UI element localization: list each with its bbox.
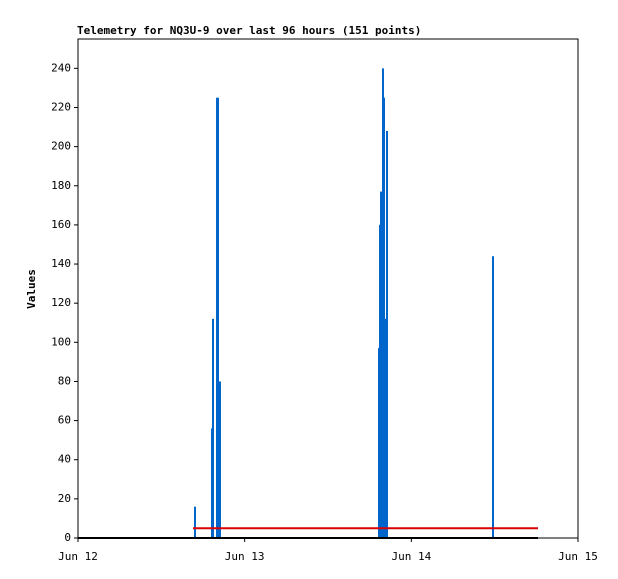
x-tick-label: Jun 15	[558, 550, 598, 563]
y-tick-label: 180	[51, 179, 71, 192]
y-tick-label: 220	[51, 100, 71, 113]
y-tick-label: 40	[58, 453, 71, 466]
y-tick-label: 0	[64, 531, 71, 544]
y-tick-label: 140	[51, 257, 71, 270]
x-tick-label: Jun 12	[58, 550, 98, 563]
plot-frame	[77, 38, 579, 539]
y-tick-label: 100	[51, 335, 71, 348]
chart-title: Telemetry for NQ3U-9 over last 96 hours …	[77, 24, 421, 37]
y-tick-label: 60	[58, 414, 71, 427]
y-tick-label: 200	[51, 140, 71, 153]
y-tick-label: 240	[51, 61, 71, 74]
y-axis-label: Values	[25, 269, 38, 309]
y-tick-label: 20	[58, 492, 71, 505]
y-tick-label: 160	[51, 218, 71, 231]
y-tick-label: 80	[58, 374, 71, 387]
x-tick-label: Jun 14	[391, 550, 431, 563]
y-tick-label: 120	[51, 296, 71, 309]
x-tick-label: Jun 13	[225, 550, 265, 563]
